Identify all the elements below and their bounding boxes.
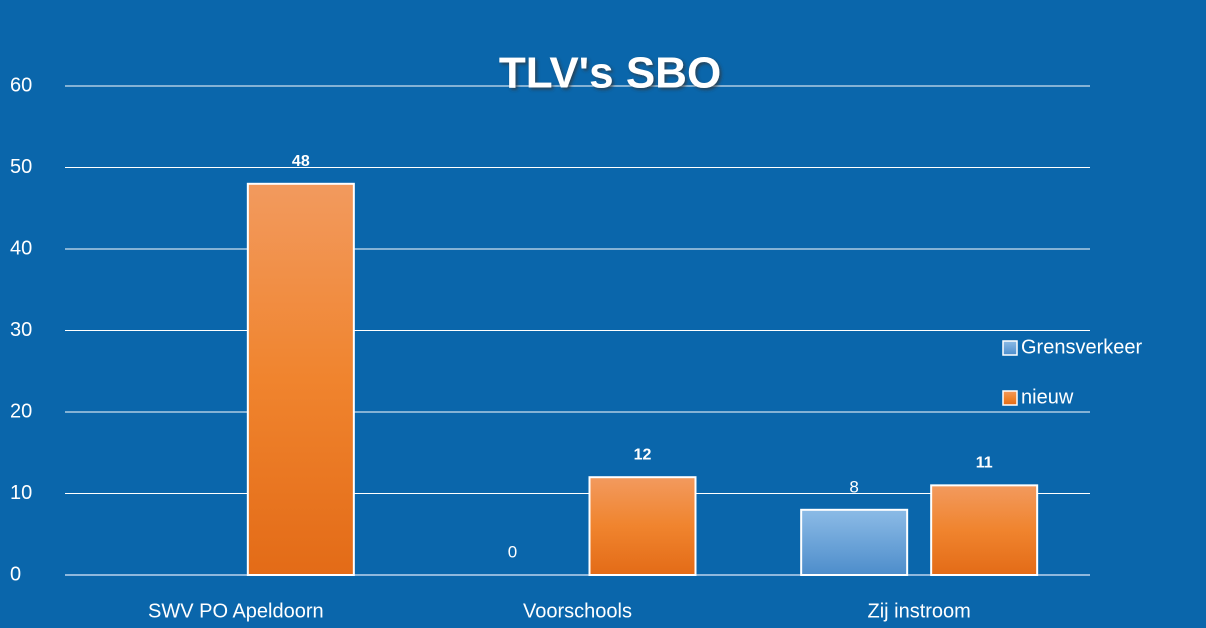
y-tick-label: 20: [10, 400, 32, 422]
y-tick-label: 50: [10, 156, 32, 178]
bar: [930, 484, 1039, 577]
y-tick-label: 30: [10, 319, 32, 341]
y-tick-label: 40: [10, 237, 32, 259]
value-label: 0: [508, 542, 517, 561]
y-tick-label: 60: [10, 74, 32, 96]
value-label: 12: [634, 446, 652, 463]
x-tick-label: SWV PO Apeldoorn: [148, 600, 324, 622]
x-tick-label: Zij instroom: [867, 600, 970, 622]
value-label: 8: [849, 477, 858, 496]
bar: [800, 508, 909, 576]
x-tick-label: Voorschools: [523, 600, 632, 622]
y-tick-label: 10: [10, 482, 32, 504]
legend-label: nieuw: [1021, 386, 1074, 408]
bar: [246, 182, 355, 577]
bar: [588, 476, 697, 577]
value-label: 11: [976, 455, 993, 472]
legend-label: Grensverkeer: [1021, 336, 1142, 358]
legend-marker: [1002, 390, 1018, 406]
legend-marker: [1002, 340, 1018, 356]
y-tick-label: 0: [10, 563, 21, 585]
chart-title: TLV's SBO: [499, 49, 721, 98]
value-label: 48: [292, 153, 310, 170]
